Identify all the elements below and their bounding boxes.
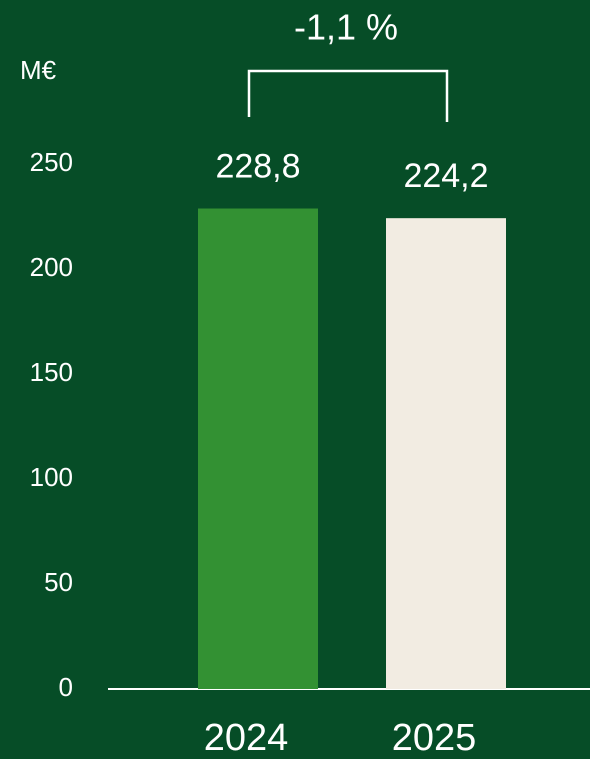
bracket bbox=[247, 69, 449, 122]
unit-label: M€ bbox=[20, 55, 57, 85]
y-tick-label: 100 bbox=[30, 462, 73, 492]
y-tick-label: 50 bbox=[44, 567, 73, 597]
value-label: 224,2 bbox=[403, 157, 488, 195]
bar bbox=[386, 218, 506, 689]
bar bbox=[198, 208, 318, 689]
y-tick-label: 250 bbox=[30, 147, 73, 177]
x-tick-label: 2025 bbox=[392, 717, 477, 759]
annotation: -1,1 % bbox=[294, 7, 398, 48]
x-tick-label: 2024 bbox=[204, 717, 289, 759]
value-label: 228,8 bbox=[215, 148, 300, 186]
y-tick-label: 0 bbox=[59, 672, 73, 702]
y-tick-label: 200 bbox=[30, 252, 73, 282]
y-tick-label: 150 bbox=[30, 357, 73, 387]
